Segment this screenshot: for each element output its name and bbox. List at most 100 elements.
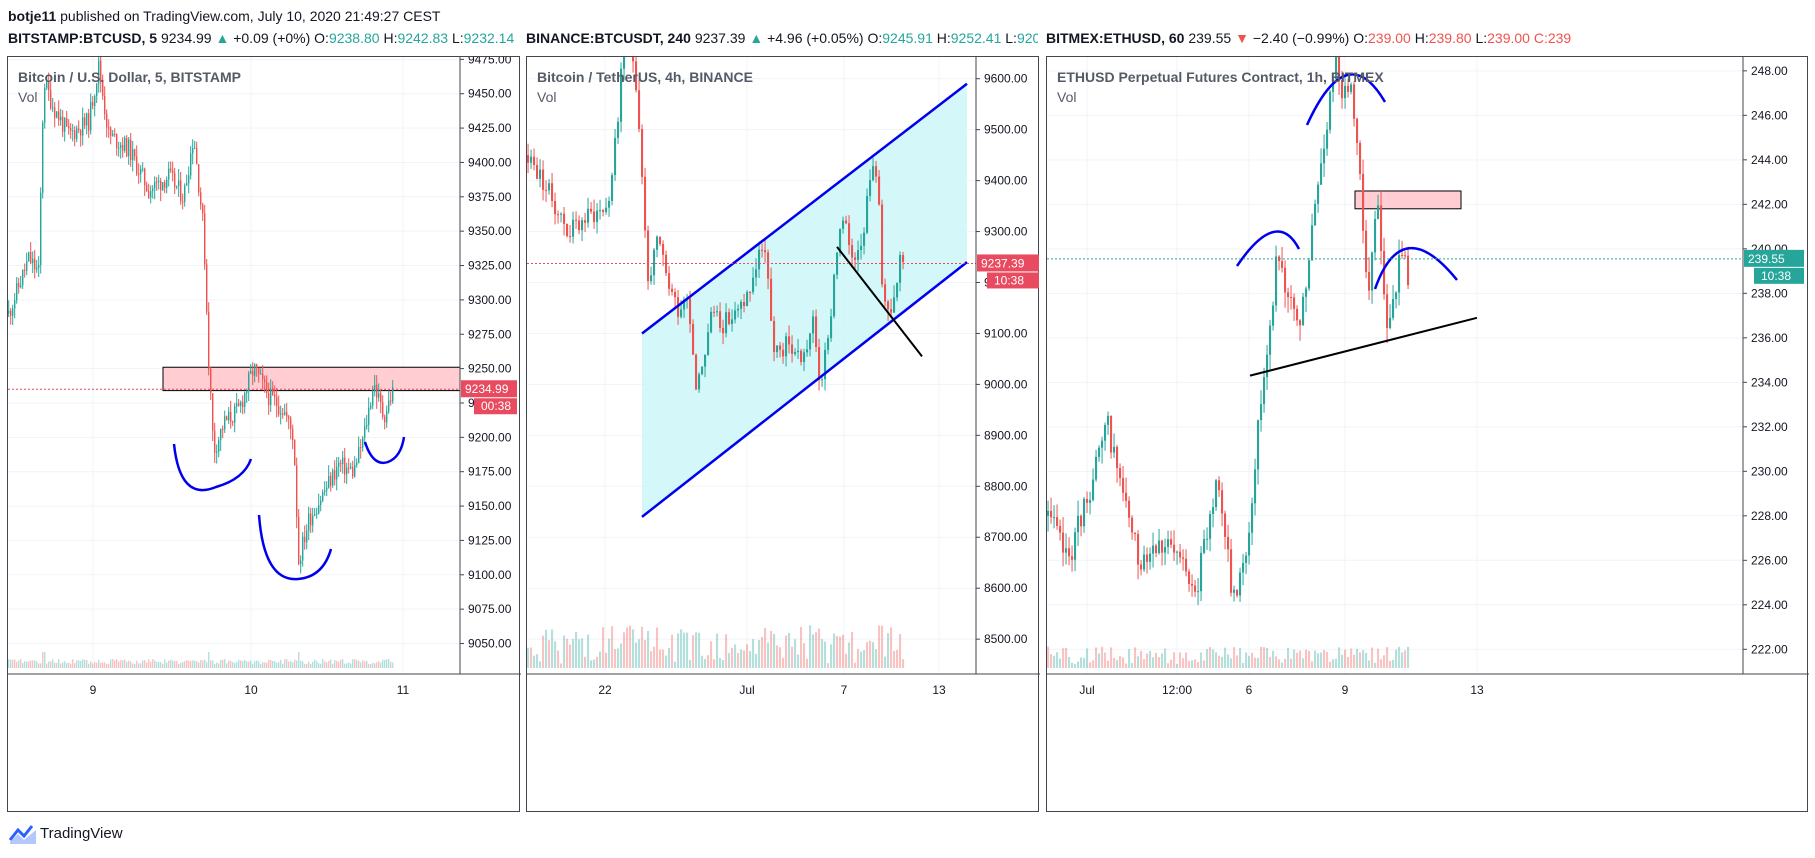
time-tick-label: 13 [932,683,946,697]
candle-body [1164,546,1167,553]
drawn-arc [363,436,406,465]
candle-body [1074,532,1077,560]
candle-body [122,144,124,151]
candle-body [16,282,18,301]
candle-body [623,57,626,69]
candle-body [785,336,788,357]
candle-body [674,291,677,298]
candle-body [746,291,749,307]
time-tick-label: 11 [397,683,410,697]
candle-body [638,90,641,129]
chart-panel-btcusdt[interactable]: 8500.00 8600.00 8700.00 8800.00 8900.00 9000.… [526,56,1040,813]
volume-bar [378,661,380,668]
volume-bar [88,663,90,668]
candle-body [881,204,884,285]
tradingview-brand[interactable]: TradingView [40,825,123,842]
price-tick-label: 8500.00 [984,632,1028,646]
price-tick-label: 9350.00 [468,224,512,238]
volume-bar [875,649,878,668]
channel-fill [642,83,967,517]
volume-bar [527,647,530,668]
candle-body [82,117,84,136]
volume-bar [884,656,887,668]
volume-bar [86,659,88,668]
chart-canvas[interactable]: 9050.00 9075.00 9100.00 9125.00 9150.00 9175.… [8,57,521,813]
candle-body [226,416,228,421]
volume-bar [354,659,356,668]
volume-bar [1362,650,1365,668]
volume-bar [902,659,905,668]
volume-bar [20,659,22,668]
author-name[interactable]: botje11 [8,8,57,24]
candle-body [530,156,533,163]
candle-body [662,243,665,255]
candle-body [154,181,156,189]
candle-body [146,185,148,192]
volume-bar [226,663,228,668]
price-tick-label: 8900.00 [984,428,1028,442]
candle-body [1212,507,1215,515]
candle-body [698,374,701,390]
candle-body [104,95,106,114]
volume-bar [286,659,288,668]
volume-bar [857,648,860,668]
tradingview-logo-icon[interactable] [8,822,38,846]
candle-body [590,208,593,212]
candle-body [1059,525,1062,533]
volume-bar [1383,655,1386,668]
volume-bar [596,656,599,668]
candle-body [716,311,719,313]
volume-bar [1056,652,1059,668]
volume-bar [797,654,800,668]
candle-body [776,345,779,353]
volume-bar [1368,660,1371,668]
candle-body [554,200,557,215]
volume-bar [266,662,268,668]
volume-bar [1344,649,1347,668]
volume-bar [46,663,48,668]
price-tick-label: 9100.00 [984,326,1028,340]
volume-bar [254,661,256,668]
candle-body [572,219,575,237]
candle-body [300,560,302,565]
candle-body [352,467,354,477]
candle-body [1167,539,1170,547]
candle-body [851,245,854,258]
candle-body [527,155,530,163]
ticker-high: 9252.41 [950,30,1002,46]
last-price-tag [1744,249,1804,267]
candle-body [1098,447,1101,457]
volume-bar [366,660,368,668]
chart-title: ETHUSD Perpetual Futures Contract, 1h, B… [1057,69,1384,85]
volume-bar [650,651,653,668]
volume-bar [563,635,566,668]
candle-body [1158,540,1161,554]
ticker-close: C:239 [1533,30,1572,46]
candle-body [1254,469,1257,504]
candle-body [596,210,599,222]
chart-panel-ethusd[interactable]: 222.00 224.00 226.00 228.00 230.00 232.00 234.… [1046,56,1809,813]
candle-body [78,128,80,131]
candle-body [1344,85,1347,99]
volume-bar [575,632,578,668]
volume-bar [1053,655,1056,668]
candle-body [56,111,58,118]
volume-bar [605,652,608,668]
volume-bar [1296,652,1299,668]
chart-panel-btcusd[interactable]: 9050.00 9075.00 9100.00 9125.00 9150.00 9175.… [7,56,521,813]
volume-bar [1287,648,1290,668]
volume-bar [758,639,761,668]
volume-bar [1314,650,1317,668]
candle-body [118,147,120,149]
volume-bar [138,663,140,668]
candle-body [1236,589,1239,596]
channel-upper-line [641,82,968,335]
volume-bar [258,661,260,668]
volume-bar [1224,647,1227,668]
price-tick-label: 244.00 [1751,153,1788,167]
price-tick-label: 224.00 [1751,598,1788,612]
chart-canvas[interactable]: 222.00 224.00 226.00 228.00 230.00 232.00 234.… [1047,57,1809,813]
candle-body [1287,292,1290,298]
volume-bar [554,641,557,668]
chart-canvas[interactable]: 8500.00 8600.00 8700.00 8800.00 8900.00 9000.… [527,57,1040,813]
